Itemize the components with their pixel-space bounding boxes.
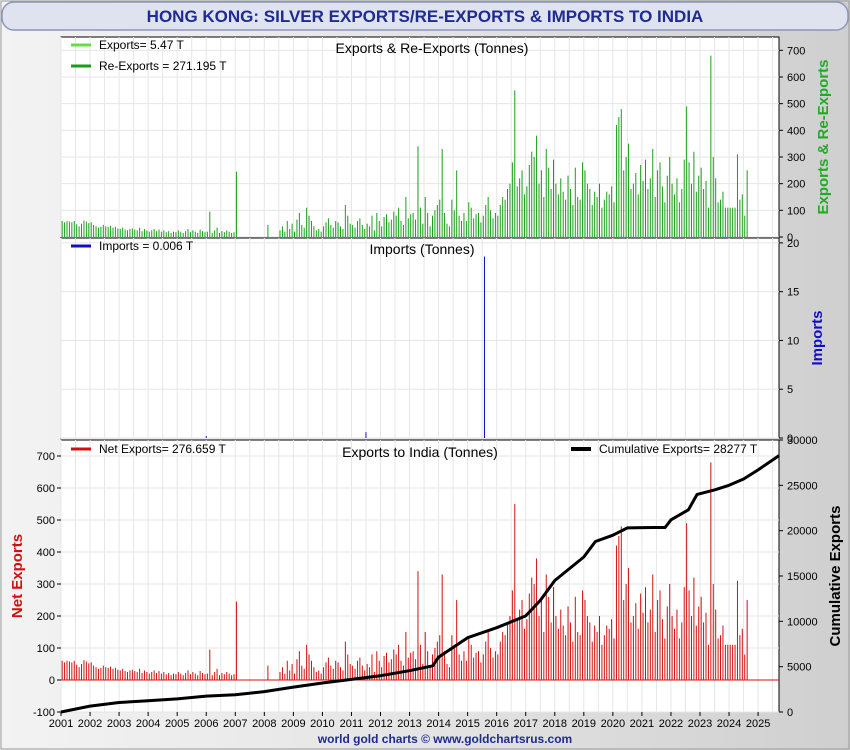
net-ytick-label: 700 bbox=[37, 451, 55, 463]
title-band bbox=[1, 1, 849, 31]
exports-ytick-label: 100 bbox=[787, 205, 805, 217]
x-tick-label: 2018 bbox=[543, 718, 567, 730]
bars-layer bbox=[60, 55, 780, 714]
x-tick-label: 2021 bbox=[630, 718, 654, 730]
panel-exports-bg bbox=[60, 36, 780, 238]
imports-ytick-label: 10 bbox=[787, 335, 799, 347]
x-tick-label: 2002 bbox=[78, 718, 102, 730]
footer-credit: world gold charts © www.goldchartsrus.co… bbox=[317, 732, 572, 746]
x-tick-label: 2001 bbox=[49, 718, 73, 730]
x-tick-label: 2017 bbox=[513, 718, 537, 730]
x-tick-label: 2015 bbox=[455, 718, 479, 730]
legend-imports-label: Imports = 0.006 T bbox=[99, 239, 194, 253]
exports-ytick-label: 700 bbox=[787, 45, 805, 57]
cumulative-ytick-label: 10000 bbox=[787, 616, 818, 628]
panel-imports-bg bbox=[60, 237, 780, 439]
net-panel-title: Exports to India (Tonnes) bbox=[342, 444, 498, 460]
legend-reexports-label: Re-Exports = 271.195 T bbox=[99, 59, 227, 73]
exports-ytick-label: 200 bbox=[787, 179, 805, 191]
imports-ytick-label: 5 bbox=[787, 384, 793, 396]
cumulative-ytick-label: 25000 bbox=[787, 480, 818, 492]
net-ytick-label: -100 bbox=[33, 707, 55, 719]
cumulative-ytick-label: 5000 bbox=[787, 662, 811, 674]
net-exports-axis-title: Net Exports bbox=[9, 534, 26, 618]
x-tick-label: 2014 bbox=[426, 718, 450, 730]
cumulative-ytick-label: 20000 bbox=[787, 526, 818, 538]
x-tick-label: 2020 bbox=[601, 718, 625, 730]
x-tick-label: 2025 bbox=[746, 718, 770, 730]
cumulative-ytick-label: 15000 bbox=[787, 571, 818, 583]
imports-ytick-label: 20 bbox=[787, 238, 799, 250]
exports-ytick-label: 0 bbox=[787, 232, 793, 244]
x-tick-label: 2005 bbox=[165, 718, 189, 730]
x-tick-label: 2004 bbox=[136, 718, 160, 730]
cumulative-exports-line bbox=[60, 454, 780, 714]
cumulative-axis-title: Cumulative Exports bbox=[827, 506, 844, 647]
x-tick-label: 2019 bbox=[572, 718, 596, 730]
x-tick-label: 2003 bbox=[107, 718, 131, 730]
legend-cumulative-label: Cumulative Exports= 28277 T bbox=[599, 442, 758, 456]
axes-layer: 0 100 200 300 400 500 600 700 0 5 10 15 20 -100 0 100 20… bbox=[33, 45, 818, 730]
x-tick-label: 2016 bbox=[484, 718, 508, 730]
exports-axis-title: Exports & Re-Exports bbox=[815, 59, 832, 214]
x-tick-label: 2012 bbox=[368, 718, 392, 730]
imports-ytick-label: 15 bbox=[787, 287, 799, 299]
x-tick-label: 2009 bbox=[281, 718, 305, 730]
net-ytick-label: 500 bbox=[37, 515, 55, 527]
imports-panel-title: Imports (Tonnes) bbox=[369, 241, 474, 257]
cumulative-ytick-label: 30000 bbox=[787, 435, 818, 447]
net-ytick-label: 200 bbox=[37, 611, 55, 623]
x-tick-label: 2022 bbox=[659, 718, 683, 730]
cumulative-ytick-label: 0 bbox=[787, 707, 793, 719]
net-ytick-label: 100 bbox=[37, 643, 55, 655]
net-ytick-label: 0 bbox=[49, 675, 55, 687]
main-title: HONG KONG: SILVER EXPORTS/RE-EXPORTS & I… bbox=[147, 7, 704, 26]
exports-ytick-label: 600 bbox=[787, 72, 805, 84]
x-tick-label: 2013 bbox=[397, 718, 421, 730]
net-ytick-label: 400 bbox=[37, 547, 55, 559]
imports-axis-title: Imports bbox=[809, 310, 826, 365]
x-tick-label: 2008 bbox=[252, 718, 276, 730]
exports-ytick-label: 300 bbox=[787, 152, 805, 164]
legend-net-label: Net Exports= 276.659 T bbox=[99, 442, 227, 456]
x-tick-label: 2024 bbox=[717, 718, 741, 730]
legend-exports-label: Exports= 5.47 T bbox=[99, 38, 184, 52]
imports-ytick-label: 0 bbox=[787, 433, 793, 445]
exports-panel-title: Exports & Re-Exports (Tonnes) bbox=[336, 40, 529, 56]
x-tick-label: 2007 bbox=[223, 718, 247, 730]
x-tick-label: 2010 bbox=[310, 718, 334, 730]
x-tick-label: 2006 bbox=[194, 718, 218, 730]
exports-ytick-label: 400 bbox=[787, 125, 805, 137]
net-ytick-label: 600 bbox=[37, 483, 55, 495]
x-tick-label: 2023 bbox=[688, 718, 712, 730]
exports-ytick-label: 500 bbox=[787, 99, 805, 111]
net-ytick-label: 300 bbox=[37, 579, 55, 591]
x-tick-label: 2011 bbox=[340, 718, 364, 730]
